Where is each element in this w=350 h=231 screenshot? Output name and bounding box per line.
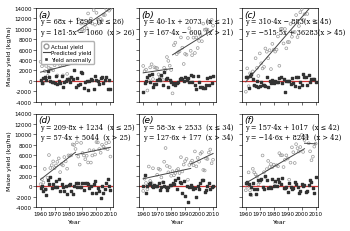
Point	[262, 174, 268, 178]
Point	[290, 82, 296, 85]
Point	[281, 43, 286, 46]
Point	[254, 67, 260, 70]
Point	[105, 88, 111, 91]
Point	[173, 42, 178, 45]
Point	[143, 191, 149, 195]
Point	[62, 189, 67, 193]
Point	[248, 194, 254, 197]
Point	[143, 68, 149, 72]
Point	[49, 164, 55, 167]
Point	[248, 185, 254, 189]
Point	[289, 77, 295, 81]
Point	[198, 85, 203, 89]
Point	[284, 47, 289, 51]
Point	[142, 70, 147, 74]
Point	[97, 22, 102, 26]
Point	[209, 19, 215, 23]
Point	[104, 8, 109, 12]
Point	[70, 78, 76, 82]
Point	[299, 183, 304, 186]
Point	[59, 75, 64, 79]
Point	[39, 185, 45, 188]
Point	[270, 178, 275, 181]
Point	[150, 78, 156, 82]
Point	[208, 76, 213, 80]
Point	[146, 165, 152, 169]
Point	[189, 54, 195, 58]
Point	[208, 187, 213, 191]
Point	[106, 185, 112, 188]
Point	[175, 51, 181, 55]
Point	[303, 1, 309, 4]
Point	[159, 76, 164, 79]
Point	[142, 177, 147, 181]
Point	[74, 61, 80, 65]
Point	[140, 185, 146, 188]
Point	[253, 84, 258, 88]
Point	[88, 184, 94, 188]
Point	[85, 182, 91, 186]
Point	[45, 75, 50, 79]
Point	[250, 181, 255, 185]
Point	[178, 181, 184, 185]
Point	[50, 81, 56, 84]
Point	[198, 34, 203, 38]
Point	[268, 186, 274, 190]
Point	[90, 79, 95, 82]
Point	[76, 155, 81, 159]
Point	[104, 181, 109, 185]
Point	[38, 182, 43, 186]
Point	[290, 151, 296, 155]
Point	[292, 84, 298, 88]
Point	[243, 91, 248, 94]
Point	[312, 78, 317, 81]
Point	[210, 158, 216, 162]
Point	[49, 68, 55, 72]
Point	[262, 85, 268, 88]
Point	[173, 171, 178, 175]
Point	[199, 85, 205, 89]
Point	[313, 81, 319, 85]
Point	[300, 73, 306, 76]
Point	[67, 77, 73, 81]
Point	[285, 191, 290, 195]
Point	[145, 188, 150, 191]
Point	[174, 187, 180, 191]
Point	[90, 154, 95, 158]
Point	[87, 80, 92, 83]
Point	[250, 167, 255, 171]
Point	[188, 161, 194, 165]
Point	[302, 183, 307, 187]
Point	[247, 72, 253, 76]
Point	[66, 78, 71, 81]
Point	[293, 183, 299, 186]
Point	[167, 184, 173, 187]
Point	[199, 40, 205, 44]
Point	[108, 155, 113, 159]
Point	[292, 31, 298, 35]
Point	[157, 168, 163, 172]
Point	[253, 193, 258, 196]
Point	[59, 163, 64, 166]
Point	[97, 83, 102, 86]
Point	[145, 89, 150, 93]
Point	[181, 179, 187, 183]
Text: (a): (a)	[39, 11, 51, 20]
Point	[313, 3, 319, 7]
Point	[206, 181, 212, 185]
Point	[63, 53, 69, 57]
Point	[149, 181, 154, 185]
Point	[192, 186, 198, 190]
Point	[63, 185, 69, 188]
Point	[71, 143, 77, 147]
Point	[202, 87, 208, 91]
Point	[261, 66, 267, 70]
Point	[62, 64, 67, 68]
Text: y = 68x + 1890  (x ≤ 26)
y = 181·5x − 1060  (x > 26): y = 68x + 1890 (x ≤ 26) y = 181·5x − 106…	[40, 18, 135, 36]
Point	[159, 74, 164, 78]
Point	[196, 81, 202, 85]
Point	[209, 82, 215, 85]
Point	[104, 76, 109, 80]
Point	[180, 191, 185, 195]
Point	[102, 79, 108, 83]
